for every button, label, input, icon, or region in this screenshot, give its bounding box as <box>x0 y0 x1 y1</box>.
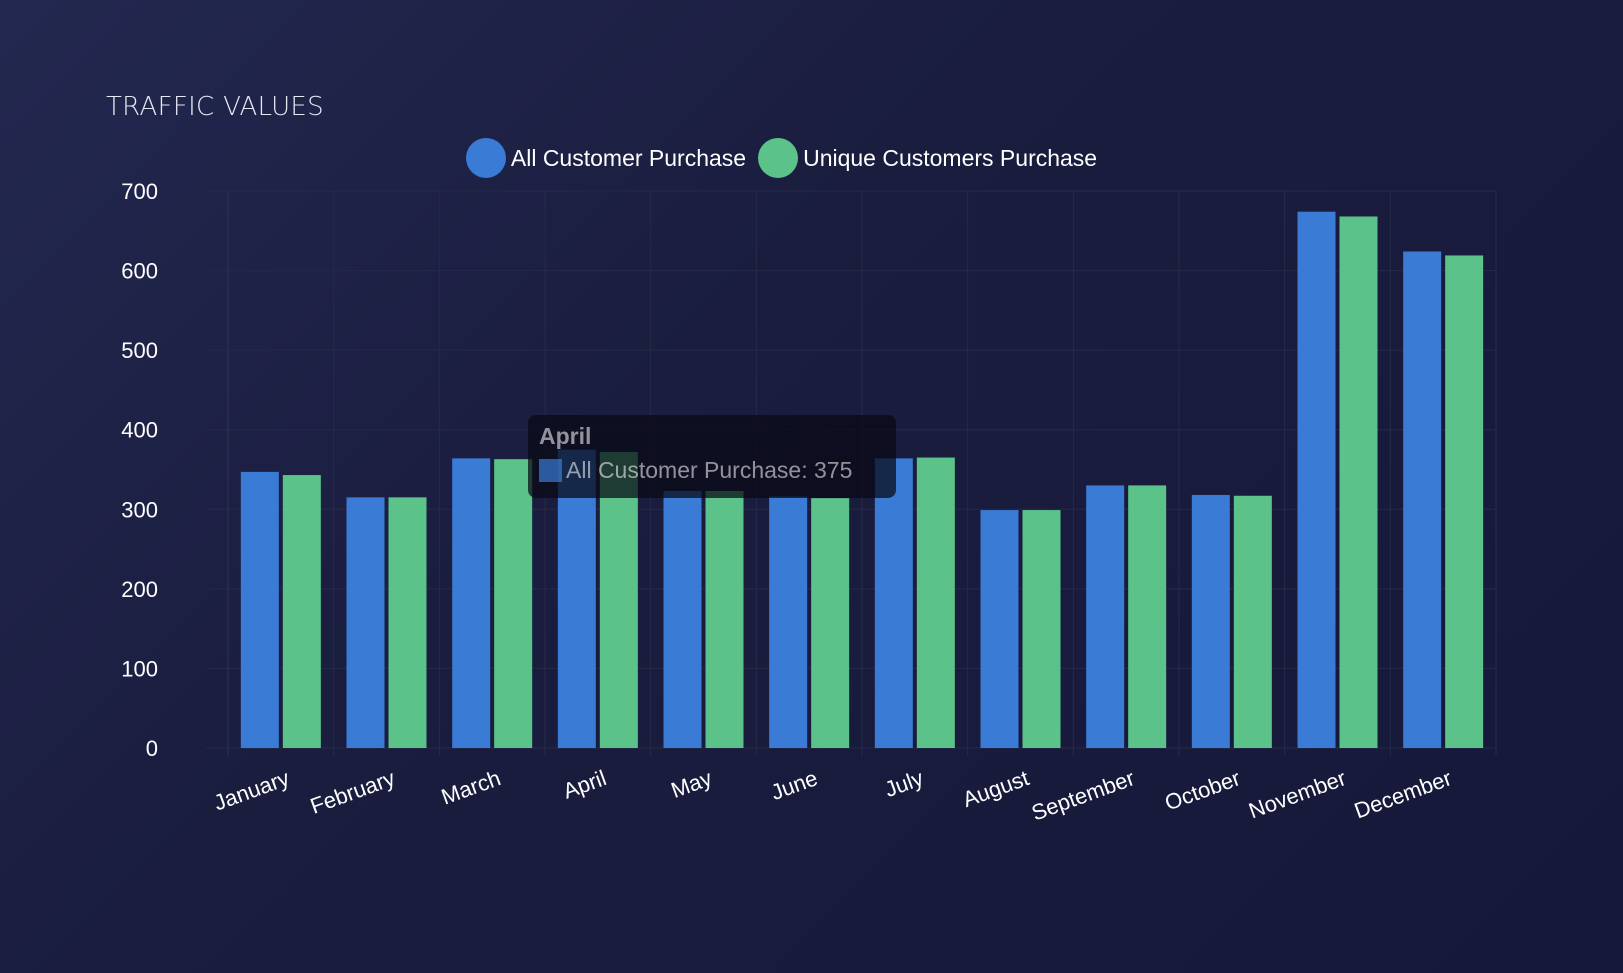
bar-june-unique-customers-purchase[interactable] <box>811 498 850 748</box>
bar-october-all-customer-purchase[interactable] <box>1191 494 1230 748</box>
x-tick-label: April <box>560 765 610 804</box>
y-tick-label: 500 <box>121 338 158 363</box>
y-tick-label: 600 <box>121 259 158 284</box>
bar-july-all-customer-purchase[interactable] <box>874 458 913 748</box>
legend-swatch-unique-customers-purchase <box>758 138 799 178</box>
bar-march-all-customer-purchase[interactable] <box>452 458 491 748</box>
bar-april-unique-customers-purchase[interactable] <box>599 451 638 748</box>
bar-february-unique-customers-purchase[interactable] <box>388 497 427 748</box>
y-tick-label: 700 <box>121 179 158 204</box>
x-tick-label: August <box>959 765 1032 812</box>
bar-march-unique-customers-purchase[interactable] <box>494 459 533 748</box>
legend-item-all-customer-purchase[interactable]: All Customer Purchase <box>465 138 747 178</box>
bar-august-all-customer-purchase[interactable] <box>980 510 1019 748</box>
y-tick-label: 100 <box>121 656 158 681</box>
x-tick-label: December <box>1351 765 1455 823</box>
bar-april-all-customer-purchase[interactable] <box>557 449 596 748</box>
x-axis-ticks: January February March April May June July Augu… <box>210 765 1454 825</box>
x-tick-label: September <box>1028 765 1138 825</box>
bar-december-unique-customers-purchase[interactable] <box>1445 255 1484 748</box>
x-tick-label: July <box>881 765 926 802</box>
bar-november-all-customer-purchase[interactable] <box>1297 211 1336 748</box>
tooltip-text: All Customer Purchase: 375 <box>566 457 853 483</box>
bar-september-unique-customers-purchase[interactable] <box>1128 485 1167 748</box>
tooltip-title: April <box>539 423 592 449</box>
x-tick-label: March <box>438 765 504 809</box>
tooltip-color-swatch <box>539 459 562 482</box>
legend-label-all-customer-purchase: All Customer Purchase <box>510 144 747 171</box>
chart-title: TRAFFIC VALUES <box>106 92 324 122</box>
bar-october-unique-customers-purchase[interactable] <box>1233 495 1272 748</box>
bar-may-all-customer-purchase[interactable] <box>663 490 702 748</box>
bar-september-all-customer-purchase[interactable] <box>1086 485 1125 748</box>
legend-swatch-all-customer-purchase <box>465 138 506 178</box>
chart-legend: All Customer Purchase Unique Customers P… <box>0 138 1623 178</box>
tooltip-row: All Customer Purchase: 375 <box>539 457 885 484</box>
bar-may-unique-customers-purchase[interactable] <box>705 490 744 748</box>
y-tick-label: 200 <box>121 577 158 602</box>
bar-january-unique-customers-purchase[interactable] <box>282 475 321 748</box>
x-tick-label: November <box>1245 765 1349 823</box>
bar-july-unique-customers-purchase[interactable] <box>916 457 955 748</box>
bar-february-all-customer-purchase[interactable] <box>346 497 385 748</box>
x-tick-label: October <box>1161 765 1243 815</box>
legend-label-unique-customers-purchase: Unique Customers Purchase <box>803 144 1098 171</box>
x-tick-label: January <box>210 765 292 815</box>
chart-bars[interactable] <box>240 211 1484 748</box>
bar-june-all-customer-purchase[interactable] <box>769 496 808 748</box>
x-tick-label: June <box>767 765 820 805</box>
bar-november-unique-customers-purchase[interactable] <box>1339 216 1378 748</box>
chart-tooltip: April All Customer Purchase: 375 <box>528 415 896 498</box>
y-tick-label: 400 <box>121 418 158 443</box>
y-tick-label: 0 <box>146 736 158 761</box>
bar-january-all-customer-purchase[interactable] <box>240 471 279 748</box>
x-tick-label: May <box>668 765 716 803</box>
x-tick-label: February <box>307 765 398 819</box>
y-axis-ticks: 0 100 200 300 400 500 600 700 <box>121 179 158 761</box>
legend-item-unique-customers-purchase[interactable]: Unique Customers Purchase <box>758 138 1097 178</box>
bar-december-all-customer-purchase[interactable] <box>1403 251 1442 748</box>
y-tick-label: 300 <box>121 497 158 522</box>
bar-august-unique-customers-purchase[interactable] <box>1022 510 1061 748</box>
